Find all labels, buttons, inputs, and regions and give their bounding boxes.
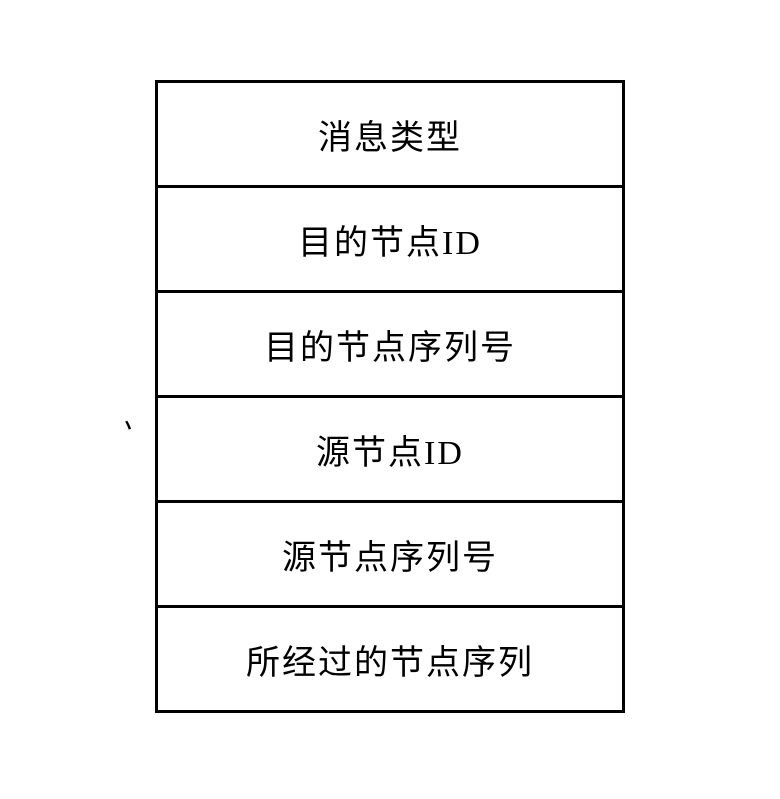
cell-text: 源节点ID <box>316 425 464 474</box>
stray-mark: 、 <box>119 396 159 443</box>
packet-format-table: 消息类型 目的节点ID 目的节点序列号 源节点ID 源节点序列号 所经过的节点序… <box>155 80 625 713</box>
table-row: 源节点序列号 <box>155 500 625 605</box>
table-row: 目的节点序列号 <box>155 290 625 395</box>
cell-text: 所经过的节点序列 <box>246 635 534 684</box>
cell-text: 消息类型 <box>318 110 462 159</box>
table-row: 源节点ID <box>155 395 625 500</box>
cell-text: 目的节点序列号 <box>264 320 516 369</box>
table-row: 所经过的节点序列 <box>155 605 625 713</box>
table-row: 消息类型 <box>155 80 625 185</box>
table-row: 目的节点ID <box>155 185 625 290</box>
cell-text: 源节点序列号 <box>282 530 498 579</box>
cell-text: 目的节点ID <box>298 215 482 264</box>
